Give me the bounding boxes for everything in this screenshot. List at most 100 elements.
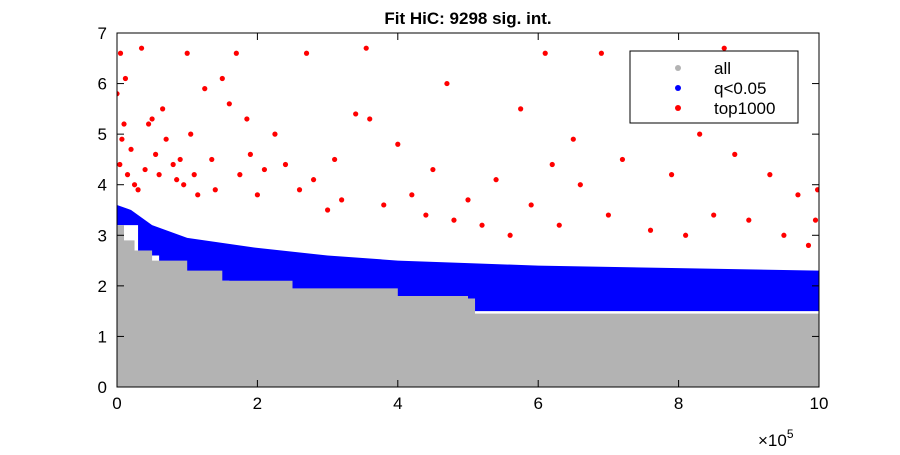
series-top1000-point (163, 136, 169, 142)
legend-box (629, 50, 799, 124)
series-top1000-point (142, 166, 148, 173)
series-top1000-point (647, 227, 654, 233)
series-top1000-point (226, 101, 232, 107)
y-tick-label: 0 (98, 378, 107, 397)
x-tick-label: 2 (253, 394, 262, 413)
y-tick-label: 6 (98, 75, 107, 94)
series-top1000-point (149, 116, 155, 122)
series-top1000-point (507, 232, 513, 238)
series-top1000-point (195, 192, 201, 198)
series-top1000-point (296, 187, 303, 193)
series-top1000-point (479, 222, 485, 228)
series-top1000-point (395, 141, 401, 147)
series-top1000-point (124, 172, 131, 178)
legend-label: all (714, 59, 731, 78)
series-top1000-point (518, 106, 524, 112)
series-top1000-point (746, 217, 752, 223)
series-top1000-point (814, 187, 819, 193)
legend-label: top1000 (714, 99, 775, 118)
series-top1000-point (451, 217, 457, 223)
series-top1000-point (781, 232, 787, 238)
series-top1000-point (156, 172, 162, 178)
series-top1000-point (122, 75, 129, 82)
series-top1000-point (117, 91, 120, 97)
series-top1000-point (683, 232, 689, 238)
y-tick-label: 7 (98, 24, 107, 43)
series-top1000-point (184, 50, 190, 56)
series-top1000-point (202, 86, 208, 92)
series-top1000-point (381, 202, 387, 208)
series-top1000-point (135, 187, 141, 193)
x-tick-label: 10 (810, 394, 829, 413)
x-tick-label: 4 (393, 394, 402, 413)
series-top1000-point (711, 212, 717, 218)
series-top1000-point (409, 192, 415, 198)
series-top1000-point (261, 166, 268, 173)
series-top1000-point (732, 151, 738, 157)
series-top1000-point (556, 222, 562, 228)
series-top1000-point (423, 212, 429, 218)
series-top1000-point (237, 172, 243, 178)
y-axis: 0 1 2 3 4 5 6 7 (98, 24, 819, 397)
series-top1000-point (493, 177, 499, 183)
series-top1000-point (209, 156, 215, 163)
series-top1000-point (339, 197, 345, 203)
x-exponent-power: 5 (787, 427, 794, 441)
series-top1000-point (119, 136, 125, 142)
series-top1000-point (131, 182, 138, 188)
series-top1000-point (805, 242, 812, 248)
chart-title: Fit HiC: 9298 sig. int. (384, 9, 551, 28)
series-top1000-point (233, 50, 239, 56)
series-top1000-point (303, 50, 310, 56)
legend-marker (675, 65, 681, 71)
series-top1000-point (430, 166, 436, 173)
series-top1000-point (668, 172, 675, 178)
series-top1000-point (767, 172, 773, 178)
y-tick-label: 4 (98, 176, 107, 195)
y-tick-label: 1 (98, 327, 107, 346)
series-top1000-point (282, 161, 289, 168)
x-exponent-label: ×105 (758, 427, 794, 450)
x-tick-label: 6 (533, 394, 542, 413)
legend-marker (675, 85, 681, 91)
series-top1000-point (542, 50, 548, 56)
series-top1000-point (721, 45, 727, 51)
series-top1000-point (619, 156, 626, 163)
series-top1000-point (117, 161, 123, 168)
series-all-band (117, 225, 819, 387)
series-top1000-point (128, 146, 134, 152)
series-top1000-point (310, 177, 317, 183)
x-axis: 0 2 4 6 8 10 (112, 33, 828, 413)
series-top1000-point (247, 151, 253, 157)
series-top1000-point (367, 116, 373, 122)
series-top1000-point (465, 197, 471, 203)
x-tick-label: 8 (674, 394, 683, 413)
legend-label: q<0.05 (714, 79, 766, 98)
series-top1000-point (153, 151, 159, 157)
y-tick-label: 5 (98, 125, 107, 144)
series-top1000-point (117, 50, 124, 56)
series-top1000-point (332, 156, 338, 163)
series-top1000-point (181, 182, 187, 188)
series-top1000-point (244, 116, 250, 122)
legend-marker (675, 105, 681, 111)
series-top1000-point (605, 212, 612, 218)
series-top1000-point (549, 161, 555, 168)
series-top1000-point (353, 111, 359, 117)
series-top1000-point (812, 217, 819, 223)
series-top1000-point (570, 136, 576, 142)
series-top1000-point (598, 50, 604, 56)
x-tick-label: 0 (112, 394, 121, 413)
series-top1000-point (170, 161, 176, 168)
series-top1000-point (160, 106, 166, 112)
series-top1000-point (121, 121, 127, 127)
series-top1000-point (325, 207, 331, 213)
series-top1000-point (177, 156, 183, 163)
series-top1000-point (577, 182, 583, 188)
series-top1000-point (145, 121, 152, 127)
series-top1000-point (795, 192, 801, 198)
series-top1000-point (363, 45, 369, 51)
